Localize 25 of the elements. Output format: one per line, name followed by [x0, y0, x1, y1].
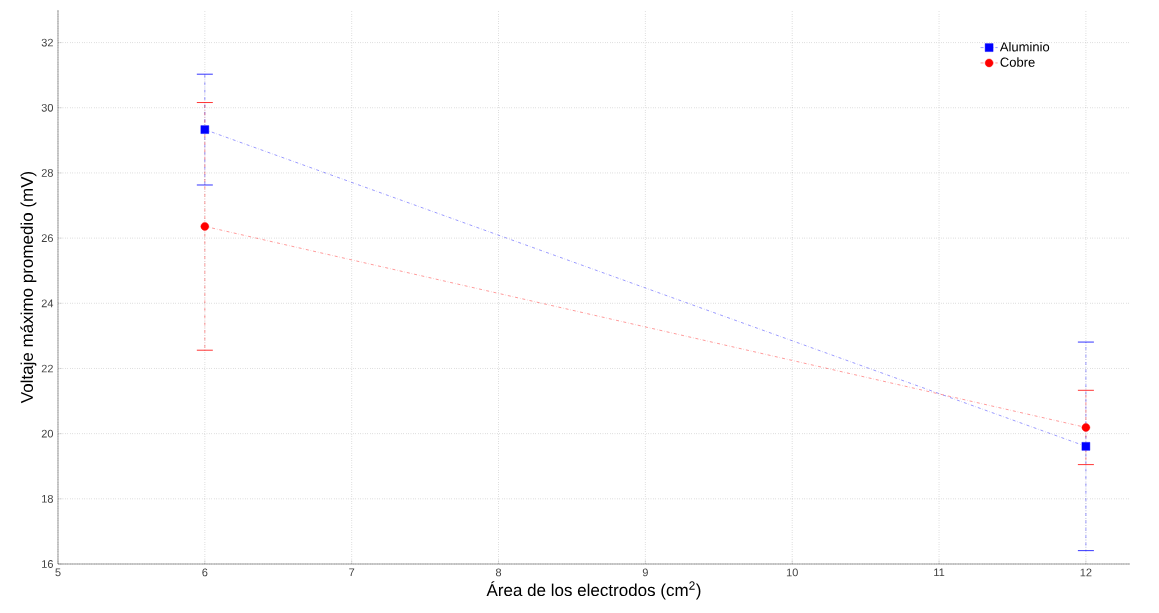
y-tick-label: 30: [41, 103, 54, 112]
y-tick-label: 16: [42, 560, 53, 568]
y-tick-label: 18: [42, 494, 53, 503]
y-tick-label: 26: [41, 234, 53, 243]
x-tick-label: 10: [786, 568, 798, 577]
point: [1081, 423, 1091, 432]
y-tick-label: 32: [41, 38, 53, 47]
x-tick-label: 7: [349, 568, 355, 577]
x-tick-label: 5: [55, 568, 61, 577]
x-tick-label: 9: [642, 568, 648, 577]
y-tick-label: 20: [41, 429, 54, 438]
y-tick-label: 24: [41, 299, 54, 308]
y-tick-label: 22: [41, 364, 53, 373]
x-tick-label: 6: [202, 568, 208, 577]
legend-label: Aluminio: [999, 41, 1050, 52]
point: [1081, 442, 1091, 451]
x-tick-label: 12: [1080, 568, 1092, 577]
y-axis-title: Voltaje máximo promedio (mV): [20, 171, 37, 404]
y-tick-label: 28: [41, 169, 53, 177]
x-tick-label: 8: [495, 568, 502, 577]
x-axis-title: Área de los electrodos (cm$^{2}$): [486, 581, 701, 600]
point: [200, 222, 210, 231]
point: [200, 125, 210, 134]
x-tick-label: 11: [934, 568, 945, 577]
legend-label: Cobre: [1000, 57, 1035, 67]
